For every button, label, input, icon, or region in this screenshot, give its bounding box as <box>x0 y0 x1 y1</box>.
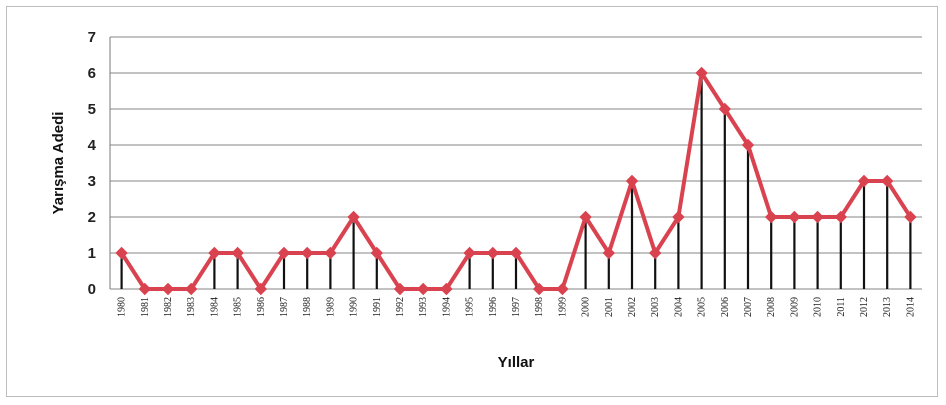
data-point-marker <box>254 282 268 296</box>
data-point-marker <box>231 246 244 260</box>
x-tick-label: 2000 <box>581 297 592 317</box>
data-point-marker <box>138 282 152 296</box>
x-tick-label: 2006 <box>720 297 731 317</box>
data-point-marker <box>416 282 430 296</box>
x-tick-label: 1995 <box>465 297 476 317</box>
x-tick-label: 2007 <box>743 297 754 317</box>
x-tick-label: 1992 <box>395 297 406 317</box>
data-point-marker <box>486 246 500 260</box>
x-tick-label: 1998 <box>534 297 545 317</box>
x-tick-label: 1991 <box>372 297 383 317</box>
data-point-marker <box>834 210 848 224</box>
y-axis-title: Yarışma Adedi <box>50 112 67 215</box>
x-tick-label: 1999 <box>557 297 568 317</box>
x-axis-title: Yıllar <box>498 354 535 371</box>
y-tick-label: 1 <box>88 245 96 262</box>
x-tick-label: 1983 <box>186 297 197 317</box>
x-tick-label: 2004 <box>673 297 684 317</box>
x-tick-label: 2013 <box>882 297 893 317</box>
x-tick-label: 2001 <box>604 297 615 317</box>
data-point-marker <box>115 246 128 260</box>
data-point-marker <box>788 210 801 224</box>
data-point-marker <box>370 246 384 260</box>
data-point-marker <box>161 282 175 296</box>
data-point-marker <box>741 138 755 152</box>
data-point-marker <box>695 66 708 80</box>
data-point-marker <box>880 174 894 188</box>
grid-lines <box>109 36 922 290</box>
data-point-marker <box>440 282 453 296</box>
x-tick-label: 2008 <box>766 297 777 317</box>
data-point-marker <box>625 174 639 188</box>
data-point-marker <box>857 174 871 188</box>
x-tick-label: 1996 <box>488 297 499 317</box>
data-point-marker <box>393 282 407 296</box>
x-tick-label: 2012 <box>859 297 870 317</box>
x-tick-label: 1990 <box>349 297 360 317</box>
x-tick-label: 1993 <box>418 297 429 317</box>
data-point-marker <box>277 246 291 260</box>
x-tick-label: 1997 <box>511 297 522 317</box>
x-tick-label: 1988 <box>302 297 313 317</box>
x-tick-label: 1981 <box>140 297 151 317</box>
x-tick-label: 2009 <box>789 297 800 317</box>
data-point-marker <box>602 246 616 260</box>
y-tick-label: 4 <box>88 137 97 154</box>
x-tick-label: 2005 <box>697 297 708 317</box>
y-tick-label: 5 <box>88 101 96 118</box>
x-tick-label: 1989 <box>325 297 336 317</box>
y-tick-label: 2 <box>88 209 96 226</box>
data-point-marker <box>764 210 778 224</box>
y-tick-label: 6 <box>88 65 96 82</box>
y-tick-label: 7 <box>88 29 96 46</box>
data-point-marker <box>579 210 592 224</box>
data-point-marker <box>556 282 569 296</box>
data-point-marker <box>347 210 360 224</box>
data-point-marker <box>208 246 221 260</box>
data-point-marker <box>463 246 476 260</box>
x-tick-label: 1982 <box>163 297 174 317</box>
x-tick-labels: 1980 1981 1982 1983 1984 1985 1986 1987 1988 1989… <box>117 297 917 317</box>
x-tick-label: 2011 <box>836 297 847 317</box>
x-tick-label: 1987 <box>279 297 290 317</box>
data-point-marker <box>509 246 523 260</box>
data-point-marker <box>184 282 198 296</box>
data-point-marker <box>648 246 662 260</box>
x-tick-label: 2003 <box>650 297 661 317</box>
y-tick-label: 0 <box>88 281 96 298</box>
y-tick-label: 3 <box>88 173 96 190</box>
data-point-marker <box>532 282 546 296</box>
data-point-marker <box>300 246 314 260</box>
data-point-marker <box>904 210 917 224</box>
data-point-marker <box>811 210 824 224</box>
data-point-marker <box>324 246 337 260</box>
x-tick-label: 2010 <box>813 297 824 317</box>
x-tick-label: 1986 <box>256 297 267 317</box>
x-tick-label: 1984 <box>209 297 220 317</box>
data-point-marker <box>672 210 685 224</box>
x-tick-label: 1985 <box>233 297 244 317</box>
x-tick-label: 2002 <box>627 297 638 317</box>
data-markers <box>115 66 917 296</box>
x-tick-label: 2014 <box>905 297 916 317</box>
x-tick-label: 1994 <box>441 297 452 317</box>
y-tick-labels: 0 1 2 3 4 5 6 7 <box>88 29 97 298</box>
data-point-marker <box>718 102 732 116</box>
x-tick-label: 1980 <box>117 297 128 317</box>
